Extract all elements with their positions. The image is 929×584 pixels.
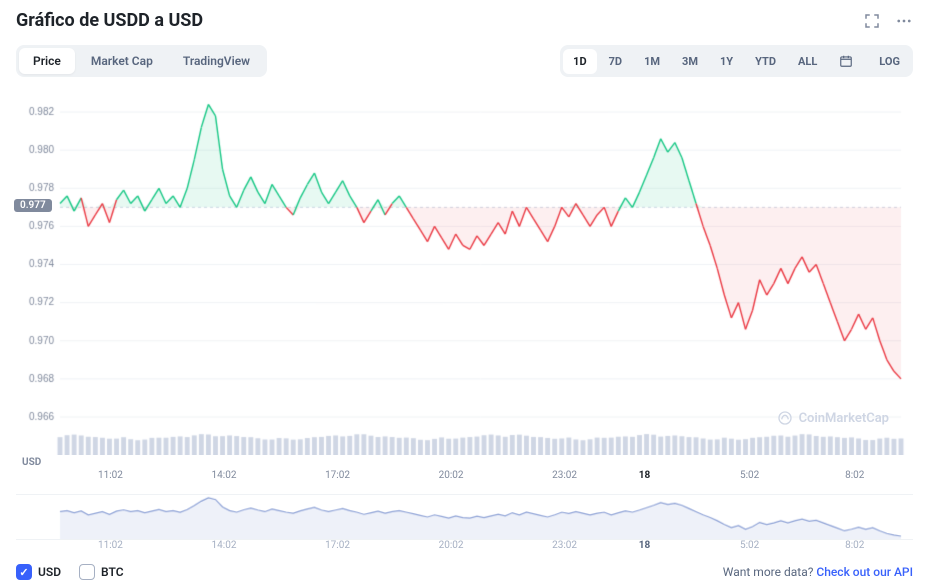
range-all[interactable]: ALL	[788, 49, 827, 74]
api-prompt: Want more data? Check out our API	[723, 565, 913, 579]
tab-tradingview[interactable]: TradingView	[169, 48, 264, 74]
legend: USD BTC	[16, 564, 124, 580]
range-tabs: 1D7D1M3M1YYTDALL LOG	[560, 45, 913, 77]
range-1y[interactable]: 1Y	[710, 49, 743, 74]
checkbox-icon[interactable]	[16, 564, 32, 580]
navigator-chart[interactable]	[16, 494, 913, 540]
navigator-labels: 11:0214:0217:0220:0223:02185:028:02	[16, 540, 913, 556]
chart-type-tabs: PriceMarket CapTradingView	[16, 45, 267, 77]
api-link[interactable]: Check out our API	[816, 565, 913, 579]
price-chart[interactable]	[16, 85, 913, 425]
axis-currency-label: USD	[16, 457, 913, 468]
range-ytd[interactable]: YTD	[745, 49, 786, 74]
log-toggle[interactable]: LOG	[869, 49, 910, 74]
volume-chart	[16, 425, 913, 455]
range-1m[interactable]: 1M	[634, 49, 670, 74]
x-axis-labels: 11:0214:0217:0220:0223:02185:028:02	[16, 470, 913, 488]
expand-icon[interactable]	[863, 12, 881, 30]
page-title: Gráfico de USDD a USD	[16, 10, 203, 31]
legend-btc[interactable]: BTC	[79, 564, 124, 580]
range-3m[interactable]: 3M	[672, 49, 708, 74]
range-7d[interactable]: 7D	[599, 49, 632, 74]
tab-price[interactable]: Price	[19, 48, 75, 74]
reference-badge: 0.977	[14, 199, 52, 212]
calendar-icon[interactable]	[829, 48, 863, 74]
tab-market-cap[interactable]: Market Cap	[77, 48, 167, 74]
checkbox-icon[interactable]	[79, 564, 95, 580]
range-1d[interactable]: 1D	[563, 49, 596, 74]
more-icon[interactable]	[895, 12, 913, 30]
legend-usd[interactable]: USD	[16, 564, 61, 580]
